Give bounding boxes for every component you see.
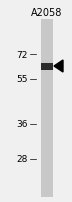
Text: 72: 72: [17, 50, 28, 59]
Text: 28: 28: [17, 155, 28, 164]
Text: 55: 55: [16, 75, 28, 84]
Text: A2058: A2058: [31, 8, 63, 18]
Bar: [41, 20, 53, 197]
Polygon shape: [54, 61, 63, 73]
Text: 36: 36: [16, 120, 28, 129]
Bar: [41, 63, 53, 70]
